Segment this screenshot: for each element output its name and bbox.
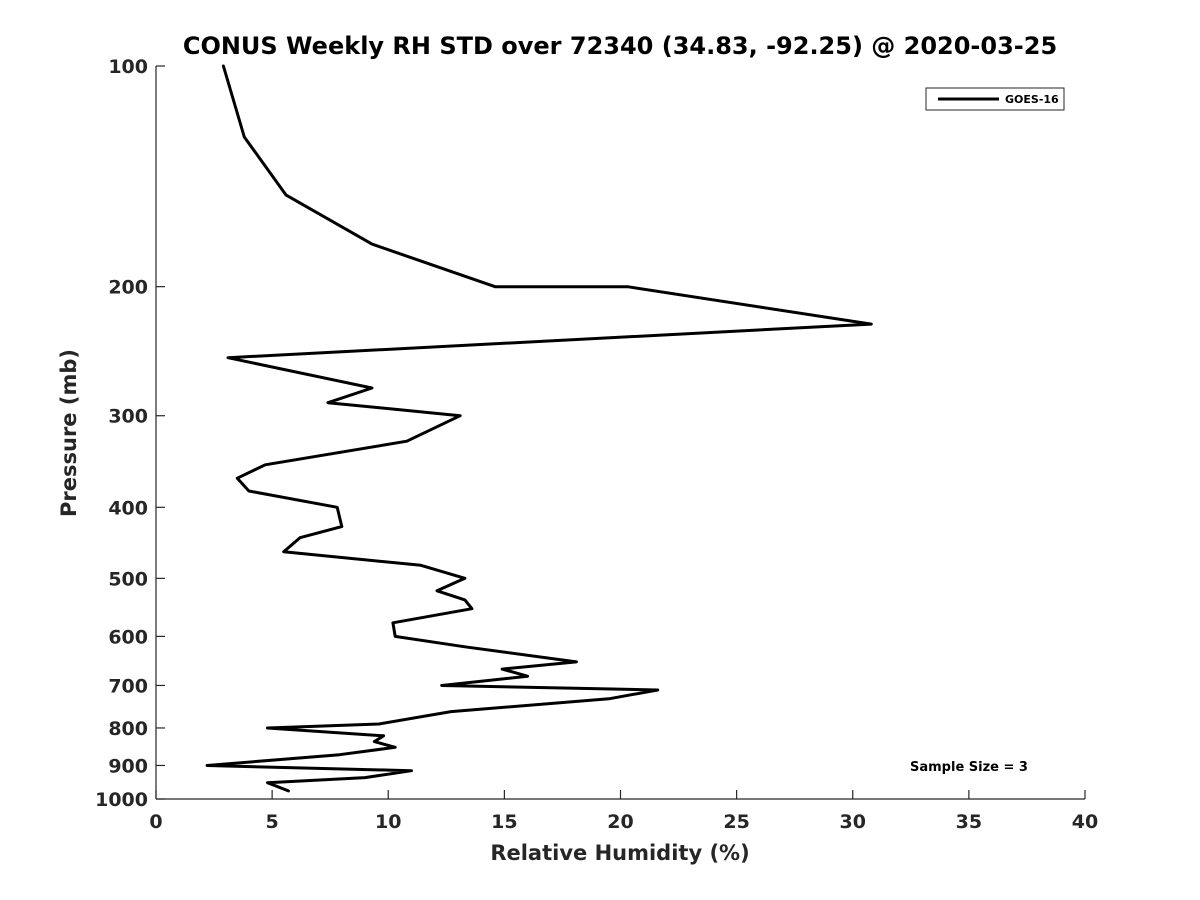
legend: GOES-16 <box>925 87 1065 111</box>
x-tick-label-5: 5 <box>266 811 279 833</box>
x-axis-ticks: 0 5 10 15 20 25 30 35 40 <box>149 790 1098 833</box>
x-tick-label-30: 30 <box>840 811 866 833</box>
y-tick-label-1000: 1000 <box>95 789 148 811</box>
y-tick-label-600: 600 <box>108 626 148 648</box>
series-line-goes-16 <box>205 64 873 793</box>
x-tick-label-20: 20 <box>607 811 633 833</box>
x-axis-label: Relative Humidity (%) <box>490 841 749 865</box>
x-tick-label-40: 40 <box>1072 811 1098 833</box>
x-tick-label-10: 10 <box>375 811 401 833</box>
y-tick-label-300: 300 <box>108 406 148 428</box>
y-tick-label-700: 700 <box>108 675 148 697</box>
y-axis-label: Pressure (mb) <box>57 349 81 517</box>
y-tick-label-800: 800 <box>108 718 148 740</box>
series-layer <box>205 64 873 793</box>
sample-size-annotation: Sample Size = 3 <box>910 760 1028 775</box>
y-axis-ticks: 100 200 300 400 500 600 700 800 900 1000 <box>95 56 165 811</box>
y-tick-label-500: 500 <box>108 568 148 590</box>
y-tick-label-200: 200 <box>108 277 148 299</box>
x-tick-label-0: 0 <box>149 811 162 833</box>
plot-background <box>156 66 1085 799</box>
chart-title: CONUS Weekly RH STD over 72340 (34.83, -… <box>183 32 1057 60</box>
x-tick-label-35: 35 <box>956 811 982 833</box>
y-tick-label-900: 900 <box>108 755 148 777</box>
y-tick-label-400: 400 <box>108 497 148 519</box>
legend-label-goes-16: GOES-16 <box>1005 93 1059 106</box>
x-tick-label-25: 25 <box>723 811 749 833</box>
y-tick-label-100: 100 <box>108 56 148 78</box>
x-tick-label-15: 15 <box>491 811 517 833</box>
